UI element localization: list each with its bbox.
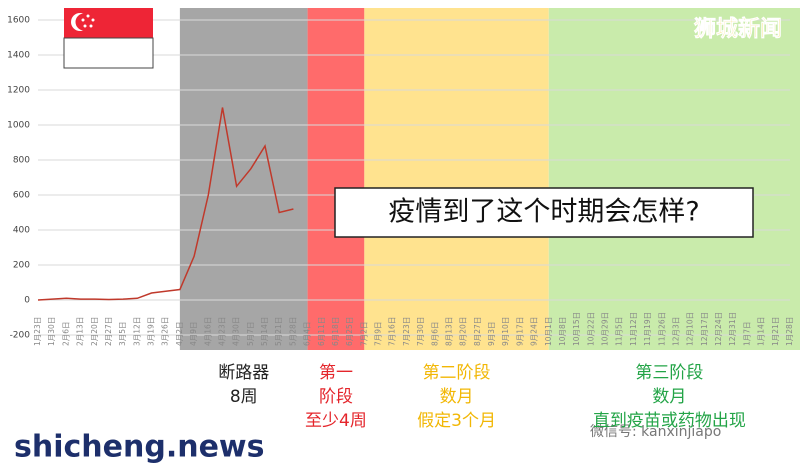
- y-tick-label: 400: [13, 226, 30, 236]
- annotation: 疫情到了这个时期会怎样?: [388, 197, 699, 228]
- x-tick-label: 7月9日: [374, 321, 383, 346]
- x-tick-label: 5月28日: [288, 317, 297, 346]
- x-tick-label: 6月4日: [303, 321, 312, 346]
- x-tick-label: 9月17日: [515, 317, 524, 346]
- x-tick-label: 11月26日: [657, 312, 666, 346]
- x-tick-label: 12月31日: [728, 312, 737, 346]
- x-tick-label: 12月17日: [700, 312, 709, 346]
- x-tick-label: 1月23日: [33, 317, 42, 346]
- x-tick-label: 7月23日: [402, 317, 411, 346]
- y-tick-label: 1400: [7, 51, 30, 61]
- phase-label: 直到疫苗或药物出现: [593, 411, 746, 431]
- x-tick-label: 10月22日: [586, 312, 595, 346]
- plot: [37, 107, 294, 301]
- x-tick-label: 8月13日: [444, 317, 453, 346]
- x-tick-label: 10月15日: [572, 312, 581, 346]
- x-tick-label: 3月12日: [132, 317, 141, 346]
- x-tick-label: 8月27日: [473, 317, 482, 346]
- y-tick-label: 1600: [7, 16, 30, 26]
- phase-label: 数月: [652, 387, 686, 407]
- flag-star: [86, 14, 90, 18]
- flag-bottom: [63, 37, 154, 69]
- phase-label: 数月: [440, 387, 474, 407]
- x-tick-label: 9月24日: [530, 317, 539, 346]
- x-tick-label: 4月23日: [217, 317, 226, 346]
- x-tick-label: 10月1日: [544, 317, 553, 346]
- phase-region: [179, 8, 308, 350]
- flag-star: [81, 18, 85, 22]
- phase-label: 8周: [230, 387, 258, 407]
- x-tick-label: 12月10日: [686, 312, 695, 346]
- x-tick-label: 6月25日: [345, 317, 354, 346]
- phase-label: 断路器: [218, 363, 269, 383]
- flag-star: [89, 24, 93, 28]
- y-tick-label: -200: [10, 331, 31, 341]
- phase-label: 第一: [319, 363, 353, 383]
- x-tick-label: 3月26日: [161, 317, 170, 346]
- x-tick-label: 2月20日: [90, 317, 99, 346]
- x-tick-label: 7月16日: [388, 317, 397, 346]
- x-tick-label: 1月28日: [785, 317, 794, 346]
- x-tick-label: 7月30日: [416, 317, 425, 346]
- phase-label: 阶段: [319, 387, 353, 407]
- x-tick-label: 5月14日: [260, 317, 269, 346]
- watermark: 微信号: kanxinjiapo: [590, 424, 721, 440]
- x-tick-label: 7月2日: [359, 321, 368, 346]
- x-tick-label: 1月30日: [47, 317, 56, 346]
- x-tick-label: 11月19日: [643, 312, 652, 346]
- x-tick-label: 8月20日: [459, 317, 468, 346]
- line: [37, 107, 294, 301]
- watermark: 狮城新闻: [694, 16, 782, 42]
- x-tick-label: 8月6日: [430, 321, 439, 346]
- grid: -200 0 200 400 600 800 1000 1200 1400 1600 1月23日 1月…: [7, 16, 794, 347]
- phase-label: 假定3个月: [417, 411, 496, 431]
- y-tick-label: 1200: [7, 86, 30, 96]
- x-tick-label: 6月11日: [317, 317, 326, 346]
- x-tick-label: 9月3日: [487, 321, 496, 346]
- phase-label: 至少4周: [305, 411, 367, 431]
- y-tick-label: 800: [13, 156, 30, 166]
- flag: [63, 8, 154, 69]
- x-tick-label: 12月24日: [714, 312, 723, 346]
- x-tick-label: 1月14日: [757, 317, 766, 346]
- x-tick-label: 6月18日: [331, 317, 340, 346]
- flag-star: [83, 24, 87, 28]
- x-tick-label: 2月27日: [104, 317, 113, 346]
- phase-regions: [179, 8, 800, 350]
- x-tick-label: 12月3日: [671, 317, 680, 346]
- x-tick-label: 2月6日: [61, 321, 70, 346]
- phase-region: [548, 8, 800, 350]
- x-tick-label: 2月13日: [76, 317, 85, 346]
- x-tick-label: 3月5日: [118, 321, 127, 346]
- y-tick-label: 200: [13, 261, 30, 271]
- phase-label: 第三阶段: [635, 363, 703, 383]
- x-tick-label: 1月21日: [771, 317, 780, 346]
- x-tick-label: 11月5日: [615, 317, 624, 346]
- x-tick-label: 4月9日: [189, 321, 198, 346]
- flag-star: [91, 18, 95, 22]
- x-tick-label: 11月12日: [629, 312, 638, 346]
- x-tick-label: 10月8日: [558, 317, 567, 346]
- phase-region: [364, 8, 549, 350]
- x-tick-label: 4月30日: [232, 317, 241, 346]
- watermark: shicheng.news: [14, 430, 265, 465]
- annotation-box: [334, 187, 754, 238]
- x-tick-label: 9月10日: [501, 317, 510, 346]
- x-tick-label: 5月21日: [274, 317, 283, 346]
- x-tick-label: 3月19日: [147, 317, 156, 346]
- x-tick-label: 5月7日: [246, 321, 255, 346]
- y-tick-label: 0: [24, 296, 30, 306]
- x-tick-label: 1月7日: [742, 321, 751, 346]
- y-tick-label: 600: [13, 191, 30, 201]
- x-tick-label: 10月29日: [601, 312, 610, 346]
- phase-region: [307, 8, 365, 350]
- x-tick-label: 4月2日: [175, 321, 184, 346]
- phase-label: 第二阶段: [423, 363, 491, 383]
- flag-moon-cut: [75, 13, 93, 31]
- x-tick-label: 4月16日: [203, 317, 212, 346]
- y-tick-label: 1000: [7, 121, 30, 131]
